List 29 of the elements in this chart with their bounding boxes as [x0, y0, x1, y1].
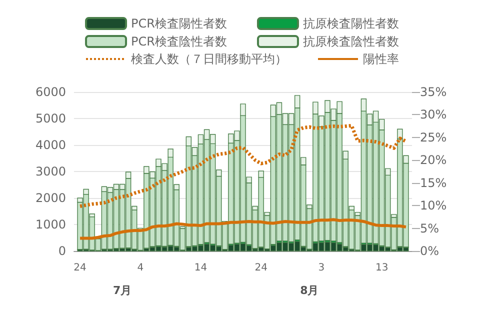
x-tick-label: 3: [318, 262, 325, 274]
y-tick-label: 1000: [35, 218, 66, 232]
y-tick-label: 3000: [35, 164, 66, 178]
y2-tick-label: 5%: [420, 221, 440, 236]
legend-label: 検査人数（７日間移動平均）: [131, 52, 287, 66]
x-tick-label: 4: [137, 262, 144, 274]
y2-tick-label: 35%: [420, 85, 447, 99]
legend-label: 抗原検査陰性者数: [302, 34, 399, 48]
y2-tick-label: 30%: [420, 108, 447, 122]
y-tick-label: 4000: [35, 138, 66, 152]
y2-tick-label: 25%: [420, 130, 447, 144]
x-tick-label: 24: [74, 262, 86, 274]
x2-tick-label: 8月: [300, 284, 319, 297]
y-tick-label: 6000: [35, 85, 66, 99]
legend-label: PCR検査陰性者数: [131, 34, 227, 48]
legend-label: PCR検査陽性者数: [131, 16, 227, 30]
y2-tick-label: 10%: [420, 198, 447, 213]
y-tick-label: 2000: [35, 191, 66, 205]
y-tick-label: 0: [58, 244, 66, 258]
legend-label: 抗原検査陽性者数: [302, 16, 399, 30]
x-tick-label: 14: [194, 262, 208, 274]
y-tick-label: 5000: [35, 112, 66, 126]
x-tick-label: 13: [375, 262, 388, 274]
y2-tick-label: 0%: [420, 244, 440, 258]
y2-tick-label: 15%: [420, 176, 447, 190]
y2-tick-label: 20%: [420, 153, 447, 168]
legend-label: 陽性率: [363, 52, 399, 66]
x2-tick-label: 7月: [112, 284, 132, 297]
x-tick-label: 24: [254, 262, 268, 274]
